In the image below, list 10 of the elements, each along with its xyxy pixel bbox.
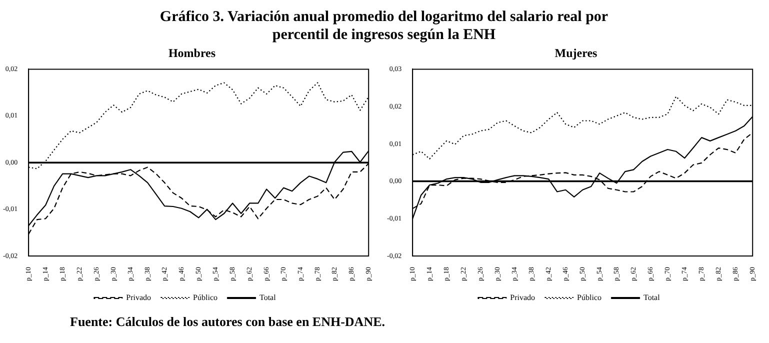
source-note: Fuente: Cálculos de los autores con base en ENH-DANE. [70, 314, 386, 330]
chart-title: Gráfico 3. Variación anual promedio del logaritmo del salario real por percentil de ingresos según la ENH [158, 8, 610, 44]
legend-label: Público [577, 293, 602, 302]
chart-subtitle: Hombres [167, 46, 217, 62]
legend-label: Privado [510, 293, 536, 302]
legend-label: Privado [126, 293, 152, 302]
chart-subtitle: Mujeres [554, 46, 598, 62]
legend-label: Público [193, 293, 218, 302]
legend-label: Total [644, 293, 661, 302]
legend-label: Total [260, 293, 277, 302]
